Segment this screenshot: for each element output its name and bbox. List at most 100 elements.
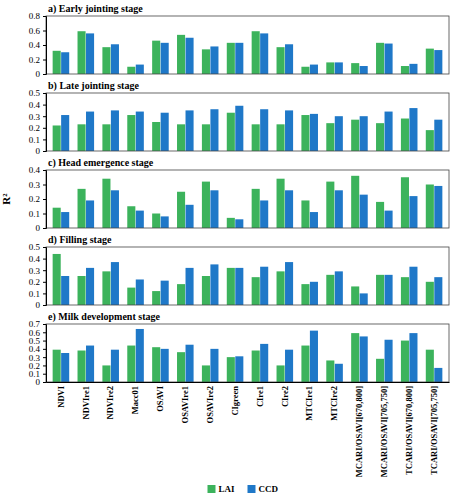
bar <box>326 182 334 228</box>
x-tick-label: NDVI <box>56 385 66 407</box>
y-tick-mark <box>43 349 46 350</box>
x-tick: MCARI/OSAVI[670,800] <box>354 382 364 477</box>
y-axis: 00.10.20.30.40.5 <box>29 242 47 310</box>
bar <box>360 336 368 382</box>
bar <box>102 179 110 228</box>
y-tick-mark <box>43 93 46 94</box>
bar <box>301 200 309 228</box>
bar <box>177 124 185 151</box>
x-tick: Macc01 <box>130 382 140 414</box>
bar <box>102 124 110 151</box>
bar <box>310 114 318 151</box>
bar <box>235 106 243 151</box>
bar <box>360 66 368 74</box>
y-tick-label: 0.6 <box>29 26 41 36</box>
y-axis-line <box>43 94 47 152</box>
y-tick: 0 <box>36 146 47 156</box>
bar <box>277 271 285 305</box>
bar <box>360 293 368 305</box>
bar <box>186 345 194 382</box>
y-tick-label: 0.4 <box>29 254 41 264</box>
bar <box>61 52 69 74</box>
bar <box>401 66 409 74</box>
y-tick-mark <box>43 139 46 140</box>
bar <box>61 115 69 151</box>
bar <box>61 353 69 382</box>
x-tick: MTCIre2 <box>329 382 339 421</box>
bar <box>335 116 343 151</box>
panel: 00.10.20.30.4 <box>29 165 449 233</box>
y-axis-line <box>43 325 47 383</box>
bar <box>285 110 293 151</box>
bar <box>152 347 160 382</box>
bar <box>409 333 417 382</box>
bar <box>102 365 110 382</box>
bars <box>53 329 443 382</box>
bar <box>235 356 243 382</box>
bar <box>227 218 235 228</box>
bar <box>335 190 343 228</box>
bar <box>376 275 384 305</box>
plot-frame <box>46 16 449 74</box>
bar <box>409 267 417 305</box>
y-tick-mark <box>43 228 46 229</box>
x-tick-label: CIgreen <box>230 386 240 416</box>
y-tick: 0.3 <box>29 180 46 190</box>
x-tick-label: MCARI/OSAVI[705,750] <box>379 386 389 477</box>
bar <box>86 200 94 228</box>
y-axis: 00.10.20.30.40.5 <box>29 88 47 156</box>
x-tick: NDVIre1 <box>81 382 91 419</box>
bar <box>426 130 434 151</box>
y-tick: 0.1 <box>29 289 46 299</box>
bar <box>351 63 359 74</box>
bar <box>152 122 160 151</box>
y-tick-mark <box>43 105 46 106</box>
figure: 00.20.40.60.8a) Early jointing stage00.1… <box>0 0 455 500</box>
panel-title: c) Head emergence stage <box>48 157 154 169</box>
bar <box>385 112 393 151</box>
bar <box>260 267 268 305</box>
plot-frame <box>46 324 449 382</box>
y-tick-label: 0.7 <box>29 319 41 329</box>
bar <box>426 49 434 74</box>
bar <box>111 262 119 305</box>
bar <box>210 349 218 382</box>
y-tick: 0.2 <box>29 194 46 204</box>
bar <box>351 120 359 151</box>
bar <box>152 291 160 305</box>
bar <box>235 219 243 228</box>
y-tick: 0.2 <box>29 55 46 65</box>
x-tick-label: NDVIre2 <box>105 386 115 419</box>
y-tick: 0.5 <box>29 242 46 252</box>
bar <box>285 44 293 74</box>
bar <box>136 65 144 74</box>
y-tick: 0.4 <box>29 254 46 264</box>
bar <box>351 176 359 228</box>
bar <box>260 109 268 151</box>
x-tick-label: TCARI/OSAVI[705,750] <box>429 386 439 475</box>
x-tick: NDVIre2 <box>105 382 115 419</box>
x-tick: MCARI/OSAVI[705,750] <box>379 382 389 477</box>
x-tick: OSAVIre1 <box>180 382 190 423</box>
bar <box>111 350 119 382</box>
bars <box>53 106 443 151</box>
bar <box>409 108 417 151</box>
legend-swatch <box>248 485 256 493</box>
y-axis: 00.10.20.30.40.50.60.7 <box>29 319 47 387</box>
bar <box>434 120 442 151</box>
bar <box>252 124 260 151</box>
y-tick-mark <box>43 341 46 342</box>
bar <box>376 43 384 74</box>
legend: LAICCD <box>208 484 279 494</box>
y-tick-mark <box>43 74 46 75</box>
bar <box>186 268 194 305</box>
x-tick: OSAVI <box>155 382 165 412</box>
bar <box>351 286 359 305</box>
bar <box>326 123 334 151</box>
x-tick: TCARI/OSAVI[670,800] <box>404 382 414 475</box>
bar <box>434 50 442 74</box>
bar <box>111 190 119 228</box>
bar <box>252 189 260 228</box>
y-tick: 0.3 <box>29 112 46 122</box>
y-tick: 0.4 <box>29 40 46 50</box>
